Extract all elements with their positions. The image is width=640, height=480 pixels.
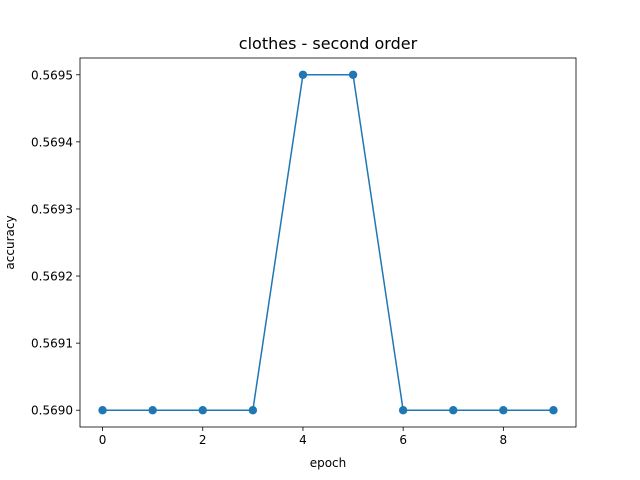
x-tick-label: 0 — [99, 433, 107, 447]
axes-frame — [79, 57, 577, 428]
plot-area — [98, 70, 558, 415]
data-point — [549, 406, 558, 415]
data-point — [98, 406, 107, 415]
x-tick-label: 8 — [500, 433, 508, 447]
x-axis-label: epoch — [310, 456, 347, 470]
data-point — [298, 70, 308, 79]
x-tick-label: 4 — [299, 433, 307, 447]
chart-title: clothes - second order — [239, 34, 418, 53]
y-tick-label: 0.5691 — [31, 337, 73, 351]
data-point — [148, 406, 157, 415]
y-tick-label: 0.5692 — [31, 270, 73, 284]
data-point — [198, 406, 207, 415]
data-point — [348, 70, 358, 79]
y-tick-label: 0.5694 — [31, 135, 73, 149]
y-axis-label: accuracy — [3, 215, 17, 269]
data-point — [499, 406, 508, 415]
series-line — [102, 74, 554, 411]
y-axis: 0.5690 0.5691 0.5692 0.5693 0.5694 0.5695 — [31, 68, 80, 418]
y-tick-label: 0.5693 — [31, 202, 73, 216]
data-point — [248, 406, 258, 415]
y-tick-label: 0.5690 — [31, 404, 73, 418]
x-tick-label: 6 — [399, 433, 407, 447]
y-tick-label: 0.5695 — [31, 68, 73, 82]
x-tick-label: 2 — [199, 433, 207, 447]
data-point — [449, 406, 458, 415]
x-axis: 0 2 4 6 8 — [99, 427, 507, 447]
data-point — [398, 406, 408, 415]
